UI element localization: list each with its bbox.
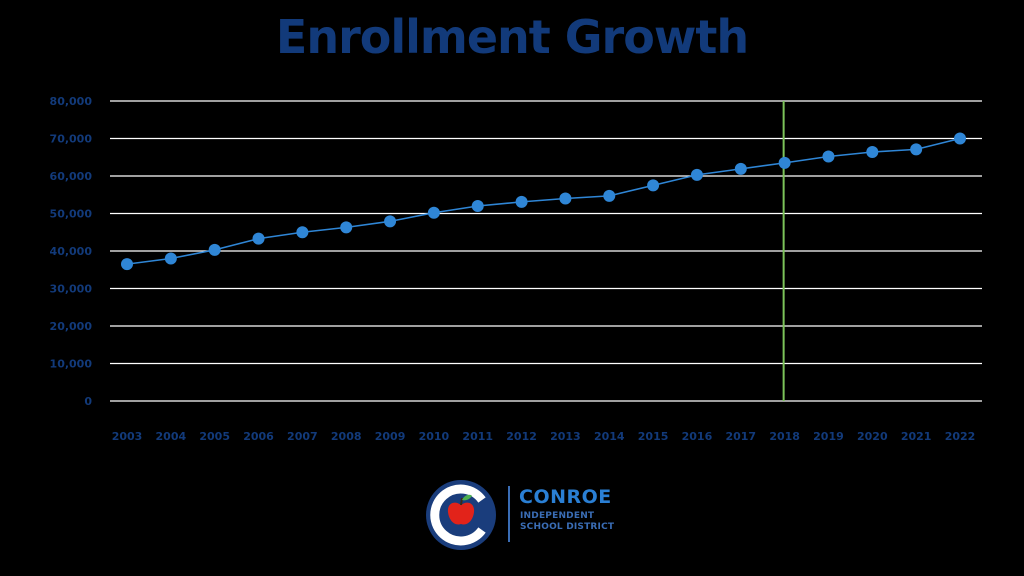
y-tick-label: 10,000 [50, 358, 93, 371]
data-point [252, 232, 265, 245]
data-point [647, 179, 660, 192]
y-tick-label: 40,000 [50, 245, 93, 258]
data-point [603, 189, 616, 202]
enrollment-data-points [121, 132, 966, 271]
chart-title: Enrollment Growth [275, 10, 749, 64]
x-tick-label: 2006 [243, 430, 274, 443]
data-point [296, 226, 309, 239]
y-tick-label: 70,000 [50, 133, 93, 146]
data-point [559, 192, 572, 205]
data-point [954, 132, 966, 145]
data-point [734, 162, 747, 175]
data-point [690, 168, 703, 181]
x-tick-label: 2005 [199, 430, 230, 443]
x-tick-label: 2011 [462, 430, 493, 443]
x-tick-label: 2015 [638, 430, 669, 443]
y-axis-tick-labels: 0 10,000 20,000 30,000 40,000 50,000 60,000 70,… [50, 95, 93, 408]
x-tick-label: 2003 [112, 430, 143, 443]
x-tick-label: 2012 [506, 430, 537, 443]
x-tick-label: 2016 [682, 430, 713, 443]
conroe-c-apple-icon [426, 480, 496, 550]
data-point [866, 146, 879, 158]
data-point [778, 156, 791, 169]
enrollment-line-chart: 0 10,000 20,000 30,000 40,000 50,000 60,000 70,… [50, 95, 982, 443]
data-point [340, 221, 353, 234]
x-tick-label: 2017 [725, 430, 756, 443]
data-point [384, 215, 397, 228]
y-tick-label: 0 [84, 395, 92, 408]
data-point [427, 206, 440, 219]
x-tick-label: 2018 [769, 430, 800, 443]
y-tick-label: 20,000 [50, 320, 93, 333]
x-tick-label: 2021 [901, 430, 932, 443]
x-axis-tick-labels: 2003 2004 2005 2006 2007 2008 2009 2010 2011 2012… [112, 430, 976, 443]
logo-divider [508, 486, 510, 542]
y-tick-label: 30,000 [50, 283, 93, 296]
y-tick-label: 50,000 [50, 208, 93, 221]
data-point [822, 150, 835, 163]
x-tick-label: 2010 [419, 430, 450, 443]
y-tick-label: 80,000 [50, 95, 93, 108]
x-tick-label: 2007 [287, 430, 318, 443]
logo-district-name: CONROE [519, 486, 612, 508]
x-tick-label: 2009 [375, 430, 406, 443]
x-tick-label: 2014 [594, 430, 625, 443]
x-tick-label: 2004 [156, 430, 187, 443]
x-tick-label: 2022 [945, 430, 976, 443]
x-tick-label: 2008 [331, 430, 362, 443]
y-tick-label: 60,000 [50, 170, 93, 183]
data-point [910, 143, 923, 156]
data-point [515, 195, 528, 208]
x-tick-label: 2020 [857, 430, 888, 443]
logo-subtitle-line1: INDEPENDENT [520, 511, 595, 521]
grid-lines [110, 100, 982, 402]
logo-subtitle-line2: SCHOOL DISTRICT [520, 522, 615, 532]
data-point [208, 243, 221, 256]
x-tick-label: 2013 [550, 430, 581, 443]
enrollment-series-line [126, 137, 961, 265]
conroe-isd-logo: CONROE INDEPENDENT SCHOOL DISTRICT [424, 478, 654, 552]
data-point [164, 252, 177, 265]
x-tick-label: 2019 [813, 430, 844, 443]
data-point [471, 200, 484, 212]
data-point [121, 258, 133, 271]
